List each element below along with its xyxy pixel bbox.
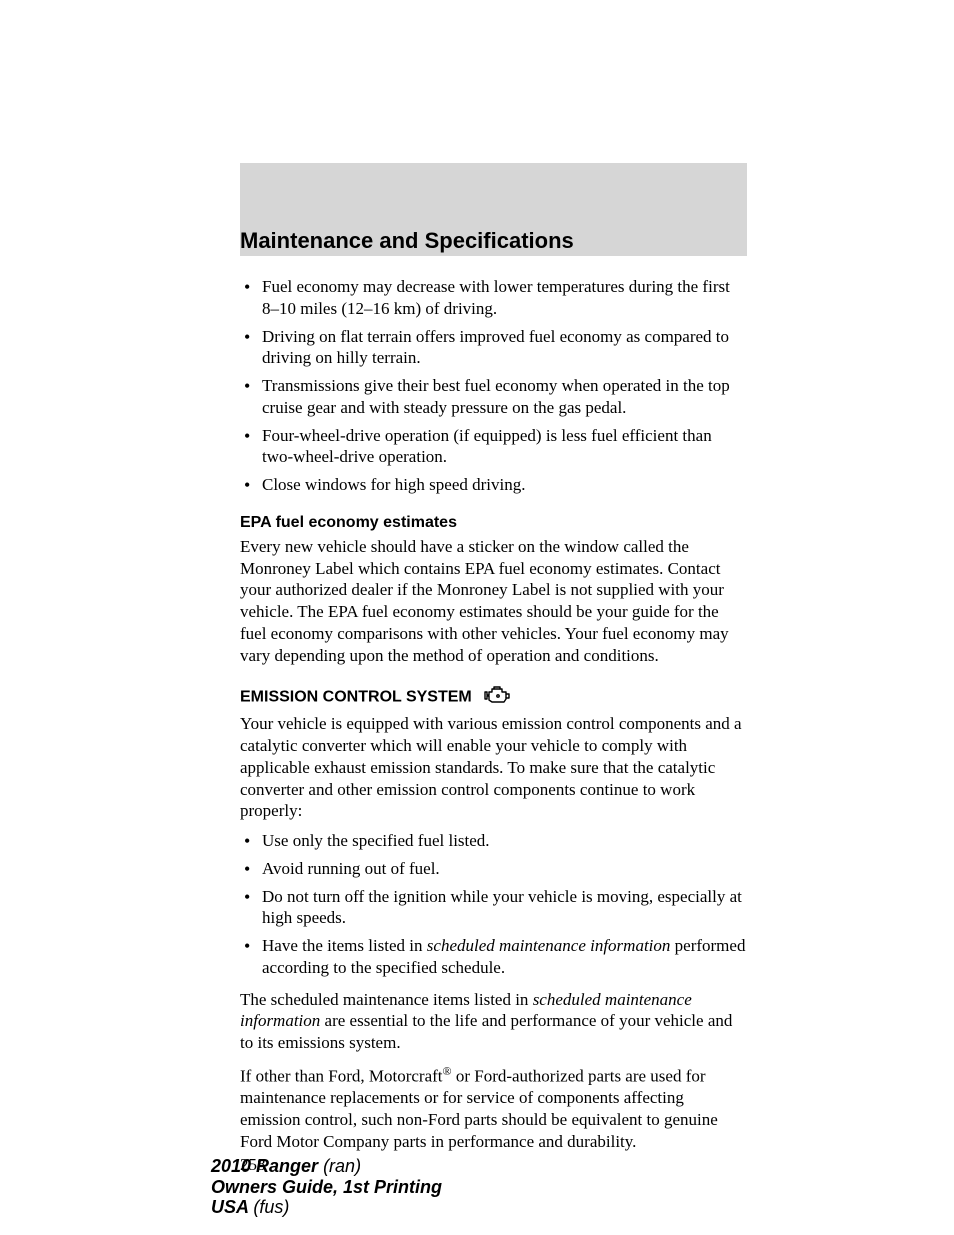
footer-model-code: (ran) — [323, 1156, 361, 1176]
list-item-text: Driving on flat terrain offers improved … — [262, 327, 729, 368]
list-item-text-pre: Have the items listed in — [262, 936, 427, 955]
emission-intro: Your vehicle is equipped with various em… — [240, 713, 747, 822]
list-item: Avoid running out of fuel. — [240, 858, 747, 880]
list-item: Driving on flat terrain offers improved … — [240, 326, 747, 370]
list-item-text: Four-wheel-drive operation (if equipped)… — [262, 426, 712, 467]
para3-pre: If other than Ford, Motorcraft — [240, 1066, 443, 1085]
list-item: Use only the specified fuel listed. — [240, 830, 747, 852]
list-item-italic: scheduled maintenance information — [427, 936, 671, 955]
footer-region: USA — [211, 1197, 253, 1217]
emission-para2: The scheduled maintenance items listed i… — [240, 989, 747, 1054]
section-title: Maintenance and Specifications — [240, 228, 747, 254]
list-item-text: Transmissions give their best fuel econo… — [262, 376, 730, 417]
content-area: Maintenance and Specifications Fuel econ… — [240, 228, 747, 1176]
footer-model: 2010 Ranger — [211, 1156, 323, 1176]
epa-heading: EPA fuel economy estimates — [240, 514, 747, 532]
top-bullet-list: Fuel economy may decrease with lower tem… — [240, 276, 747, 496]
list-item-text: Avoid running out of fuel. — [262, 859, 440, 878]
list-item: Close windows for high speed driving. — [240, 474, 747, 496]
list-item-text: Fuel economy may decrease with lower tem… — [262, 277, 730, 318]
footer-line-2: Owners Guide, 1st Printing — [211, 1177, 442, 1198]
footer: 2010 Ranger (ran) Owners Guide, 1st Prin… — [211, 1156, 442, 1218]
para2-pre: The scheduled maintenance items listed i… — [240, 990, 533, 1009]
emission-bullet-list: Use only the specified fuel listed. Avoi… — [240, 830, 747, 979]
footer-region-code: (fus) — [253, 1197, 289, 1217]
list-item: Have the items listed in scheduled maint… — [240, 935, 747, 979]
emission-para3: If other than Ford, Motorcraft® or Ford-… — [240, 1064, 747, 1153]
list-item: Four-wheel-drive operation (if equipped)… — [240, 425, 747, 469]
footer-line-1: 2010 Ranger (ran) — [211, 1156, 442, 1177]
engine-outline-icon — [482, 686, 512, 709]
emission-heading-row: EMISSION CONTROL SYSTEM — [240, 686, 747, 709]
emission-heading: EMISSION CONTROL SYSTEM — [240, 689, 472, 706]
list-item: Fuel economy may decrease with lower tem… — [240, 276, 747, 320]
list-item-text: Close windows for high speed driving. — [262, 475, 525, 494]
page: Maintenance and Specifications Fuel econ… — [0, 0, 954, 1235]
list-item: Transmissions give their best fuel econo… — [240, 375, 747, 419]
list-item-text: Do not turn off the ignition while your … — [262, 887, 742, 928]
footer-line-3: USA (fus) — [211, 1197, 442, 1218]
list-item: Do not turn off the ignition while your … — [240, 886, 747, 930]
list-item-text: Use only the specified fuel listed. — [262, 831, 490, 850]
epa-text: Every new vehicle should have a sticker … — [240, 536, 747, 667]
registered-mark: ® — [443, 1064, 452, 1078]
